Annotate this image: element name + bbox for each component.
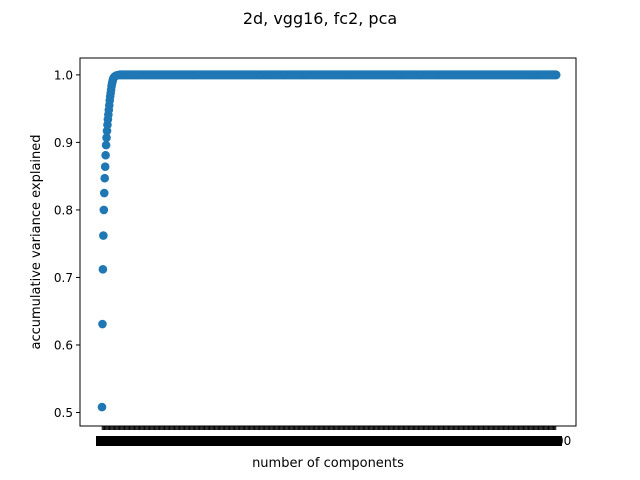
data-point: [99, 188, 109, 198]
y-tick-label: 0.9: [54, 136, 73, 150]
data-point: [100, 162, 110, 172]
y-tick-label: 0.8: [54, 203, 73, 217]
data-point: [460, 70, 470, 80]
y-axis: 0.5 0.6 0.7 0.8 0.9 1.0: [54, 68, 80, 420]
data-point: [188, 70, 197, 80]
data-point: [324, 70, 334, 80]
chart-title: 2d, vgg16, fc2, pca: [243, 9, 397, 28]
data-point: [279, 70, 288, 80]
data-point: [483, 70, 493, 80]
data-point: [102, 133, 111, 142]
y-tick-label: 1.0: [54, 68, 73, 82]
data-point: [100, 173, 110, 183]
data-point: [233, 70, 243, 80]
scatter-points: [97, 70, 561, 412]
y-axis-label: accumulative variance explained: [29, 134, 44, 349]
data-point: [256, 70, 265, 80]
data-point: [98, 319, 107, 329]
data-point: [99, 231, 108, 240]
data-point: [392, 70, 402, 80]
data-point: [99, 205, 109, 215]
y-tick-label: 0.7: [54, 271, 73, 285]
data-point: [142, 70, 152, 80]
y-tick-label: 0.6: [54, 338, 73, 352]
data-point: [301, 70, 311, 80]
data-point: [369, 70, 379, 80]
plot-frame: [79, 57, 577, 427]
x-tick-labels-overlap: [96, 436, 562, 446]
x-axis: 1 1000: [96, 426, 571, 448]
x-tick-label: 1: [98, 434, 106, 448]
data-point: [438, 70, 447, 80]
x-tick-label: 1000: [541, 434, 572, 448]
data-point: [101, 150, 110, 160]
y-tick-label: 0.5: [54, 406, 73, 420]
data-point: [98, 265, 108, 274]
data-point: [97, 402, 107, 412]
x-axis-label: number of components: [252, 456, 404, 471]
data-point: [528, 70, 538, 80]
data-point: [551, 70, 561, 80]
data-point: [133, 70, 143, 80]
data-point: [165, 70, 175, 80]
data-point: [347, 70, 356, 80]
data-point: [506, 70, 515, 80]
data-point: [101, 140, 111, 150]
data-point: [415, 70, 424, 80]
data-point: [210, 70, 220, 80]
